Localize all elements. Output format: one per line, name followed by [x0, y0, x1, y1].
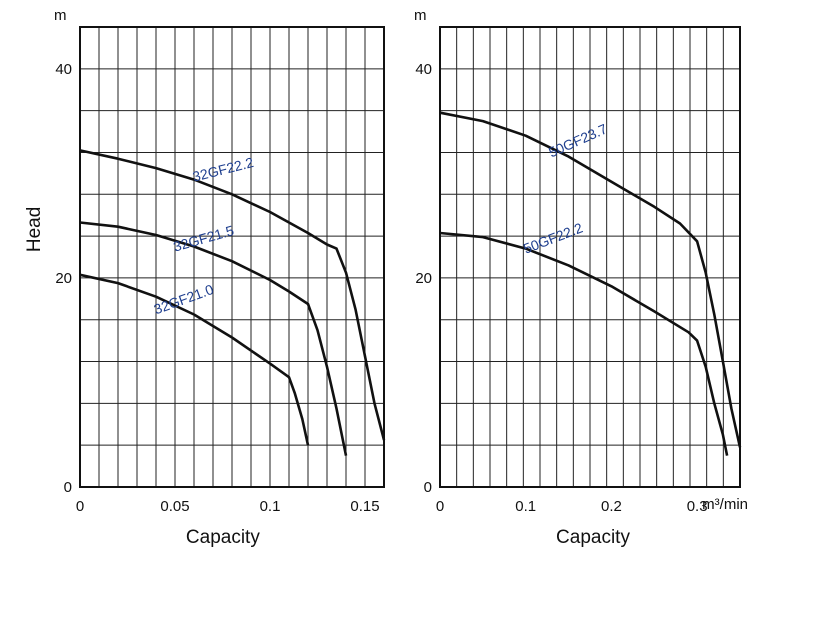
left-chart-panel: 0 0.05 0.1 0.15 0 20 40 m Capacity Head 32GF22.2 32… — [24, 7, 386, 548]
series-curve-32GF22.2 — [79, 149, 386, 441]
y-tick-label: 0 — [64, 479, 72, 496]
x-unit-label: m³/min — [702, 496, 748, 513]
y-tick-label: 40 — [55, 61, 72, 78]
x-tick-label: 0.2 — [601, 498, 622, 515]
y-axis-label: Head — [24, 207, 45, 252]
x-tick-label: 0 — [76, 498, 84, 515]
x-axis-label: Capacity — [186, 527, 260, 548]
plot-frame — [79, 26, 385, 488]
series-curve-32GF21.0 — [79, 273, 310, 446]
y-unit-label: m — [414, 7, 427, 24]
y-tick-label: 0 — [424, 479, 432, 496]
x-tick-label: 0.3 — [687, 498, 708, 515]
x-tick-label: 0.1 — [515, 498, 536, 515]
x-axis-label: Capacity — [556, 527, 630, 548]
right-chart-panel: 0 0.1 0.2 0.3 0 20 40 m m³/min Capacity 50GF23.7 50… — [414, 7, 748, 548]
series-label: 50GF23.7 — [546, 120, 610, 160]
x-tick-label: 0.15 — [350, 498, 379, 515]
plot-frame — [439, 26, 741, 488]
x-tick-label: 0.1 — [260, 498, 281, 515]
y-tick-label: 20 — [55, 270, 72, 287]
x-tick-label: 0.05 — [160, 498, 189, 515]
series-label: 32GF21.0 — [152, 281, 216, 317]
y-unit-label: m — [54, 7, 67, 24]
series-curve-32GF21.5 — [79, 221, 348, 456]
x-tick-label: 0 — [436, 498, 444, 515]
series-label: 50GF22.2 — [521, 219, 585, 256]
series-curve-50GF22.2 — [439, 231, 729, 456]
series-curve-50GF23.7 — [439, 111, 742, 448]
y-tick-label: 40 — [415, 61, 432, 78]
y-tick-label: 20 — [415, 270, 432, 287]
series-label: 32GF22.2 — [191, 154, 255, 185]
